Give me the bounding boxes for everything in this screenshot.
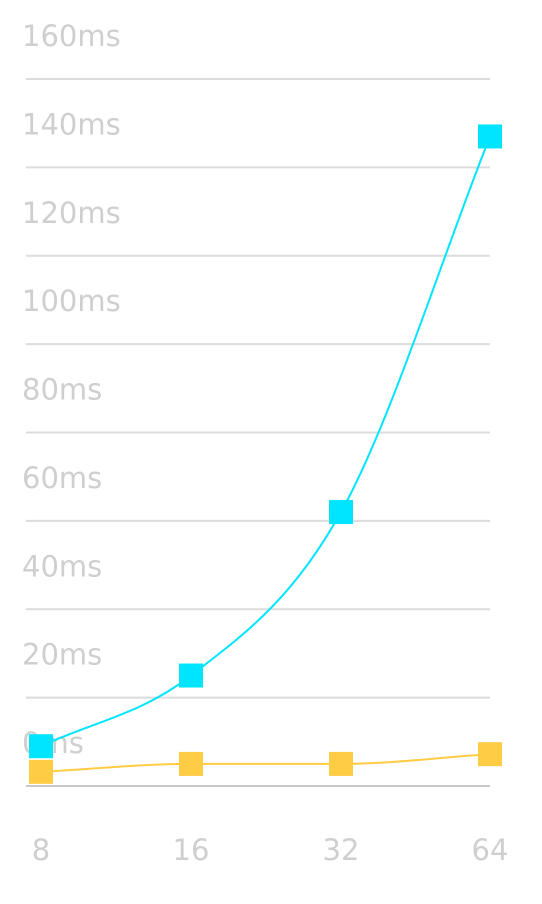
x-axis-tick-labels: 8 16 32 64 [32, 833, 509, 867]
series-1-point-64 [478, 124, 502, 149]
y-axis-tick-labels: 0ms20ms40ms60ms80ms100ms120ms140ms160ms [22, 19, 121, 760]
y-tick-label: 160ms [22, 19, 121, 53]
x-tick-label: 16 [173, 833, 210, 867]
series-2 [29, 742, 502, 784]
series-1-line [40, 136, 491, 748]
series-2-point-8 [29, 759, 53, 784]
x-tick-label: 32 [323, 833, 360, 867]
series-1 [29, 124, 502, 759]
series-1-point-32 [329, 500, 353, 525]
x-tick-label: 64 [472, 833, 509, 867]
y-tick-label: 100ms [22, 284, 121, 318]
grid-lines [26, 78, 490, 787]
series-2-point-16 [179, 751, 203, 776]
y-tick-label: 140ms [22, 107, 121, 141]
series-1-point-16 [179, 663, 203, 688]
series-2-point-32 [329, 751, 353, 776]
series-2-point-64 [478, 742, 502, 767]
y-tick-label: 20ms [22, 638, 102, 672]
y-tick-label: 40ms [22, 549, 102, 583]
series-1-point-8 [29, 734, 53, 759]
series-group [29, 124, 502, 784]
x-tick-label: 8 [32, 833, 50, 867]
y-tick-label: 60ms [22, 461, 102, 495]
series-2-line [40, 753, 491, 773]
y-tick-label: 80ms [22, 373, 102, 407]
y-tick-label: 120ms [22, 196, 121, 230]
